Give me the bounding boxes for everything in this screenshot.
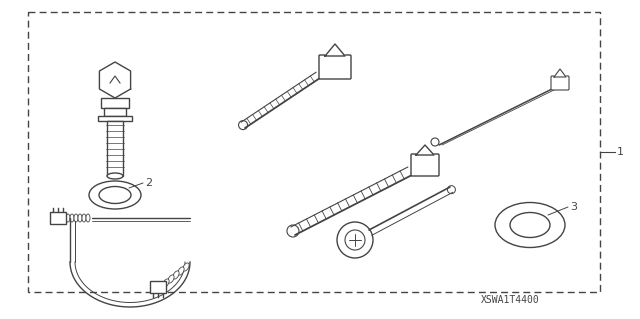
Ellipse shape <box>495 203 565 248</box>
Ellipse shape <box>99 187 131 204</box>
Circle shape <box>345 230 365 250</box>
Ellipse shape <box>510 212 550 238</box>
Bar <box>104 108 126 116</box>
Circle shape <box>239 121 248 130</box>
Ellipse shape <box>173 271 179 279</box>
Bar <box>50 212 66 224</box>
Ellipse shape <box>178 267 184 275</box>
Ellipse shape <box>183 263 189 271</box>
Text: XSWA1T4400: XSWA1T4400 <box>481 295 540 305</box>
FancyBboxPatch shape <box>319 55 351 79</box>
Ellipse shape <box>82 214 86 222</box>
Text: 2: 2 <box>145 178 152 188</box>
Circle shape <box>431 138 439 146</box>
FancyBboxPatch shape <box>411 154 439 176</box>
Polygon shape <box>554 69 566 77</box>
Ellipse shape <box>78 214 82 222</box>
Circle shape <box>287 225 299 237</box>
Text: 1: 1 <box>617 147 624 157</box>
Ellipse shape <box>107 173 123 179</box>
Bar <box>107 121 123 176</box>
Ellipse shape <box>163 279 169 287</box>
Ellipse shape <box>66 214 70 222</box>
Polygon shape <box>416 145 434 155</box>
FancyBboxPatch shape <box>551 76 569 90</box>
Ellipse shape <box>89 181 141 209</box>
Polygon shape <box>325 44 345 56</box>
Circle shape <box>447 186 456 194</box>
Bar <box>98 116 132 121</box>
Ellipse shape <box>86 214 90 222</box>
Polygon shape <box>99 62 131 98</box>
Circle shape <box>107 72 123 88</box>
Circle shape <box>337 222 373 258</box>
Bar <box>28 12 600 292</box>
Bar <box>150 281 166 293</box>
Bar <box>101 98 129 108</box>
Ellipse shape <box>74 214 78 222</box>
Text: 3: 3 <box>570 202 577 212</box>
Ellipse shape <box>168 275 174 283</box>
Ellipse shape <box>70 214 74 222</box>
